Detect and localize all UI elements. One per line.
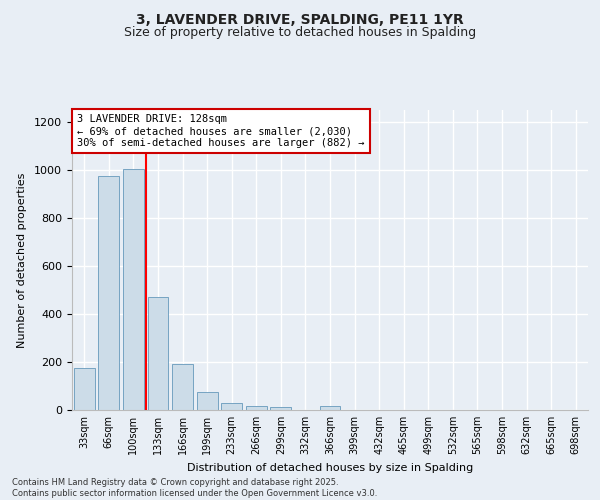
Bar bbox=[123, 169, 144, 410]
Bar bbox=[74, 368, 95, 410]
Text: Contains HM Land Registry data © Crown copyright and database right 2025.
Contai: Contains HM Land Registry data © Crown c… bbox=[12, 478, 377, 498]
Bar bbox=[148, 297, 169, 410]
Bar bbox=[271, 407, 292, 410]
Bar bbox=[98, 176, 119, 410]
Bar bbox=[197, 392, 218, 410]
Y-axis label: Number of detached properties: Number of detached properties bbox=[17, 172, 27, 348]
Text: Size of property relative to detached houses in Spalding: Size of property relative to detached ho… bbox=[124, 26, 476, 39]
Bar bbox=[246, 406, 267, 410]
Bar bbox=[172, 364, 193, 410]
Text: 3 LAVENDER DRIVE: 128sqm
← 69% of detached houses are smaller (2,030)
30% of sem: 3 LAVENDER DRIVE: 128sqm ← 69% of detach… bbox=[77, 114, 365, 148]
Text: 3, LAVENDER DRIVE, SPALDING, PE11 1YR: 3, LAVENDER DRIVE, SPALDING, PE11 1YR bbox=[136, 12, 464, 26]
Bar bbox=[320, 406, 340, 410]
X-axis label: Distribution of detached houses by size in Spalding: Distribution of detached houses by size … bbox=[187, 462, 473, 472]
Bar bbox=[221, 404, 242, 410]
